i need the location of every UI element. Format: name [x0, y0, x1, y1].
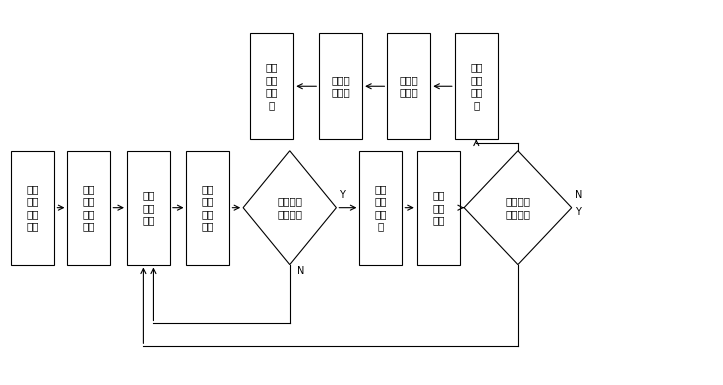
- Text: 分及
析影
响原
因: 分及 析影 响原 因: [375, 184, 387, 231]
- Polygon shape: [464, 151, 572, 264]
- Bar: [388, 33, 430, 139]
- Text: 采措
用施
纠偏: 采措 用施 纠偏: [432, 190, 445, 225]
- Text: 采措施
取纠偏: 采措施 取纠偏: [400, 75, 418, 97]
- Bar: [12, 151, 54, 264]
- Polygon shape: [243, 151, 336, 264]
- Text: Y: Y: [575, 207, 581, 217]
- Bar: [127, 151, 170, 264]
- Text: N: N: [575, 190, 582, 200]
- Text: 进检
度查
记比
录较: 进检 度查 记比 录较: [202, 184, 214, 231]
- Bar: [416, 151, 460, 264]
- Text: 调目标
整阶段: 调目标 整阶段: [331, 75, 350, 97]
- Text: 进实
度施
计划: 进实 度施 计划: [142, 190, 155, 225]
- Text: N: N: [297, 266, 304, 276]
- Bar: [319, 33, 362, 139]
- Text: 施进
工度
项目
目标: 施进 工度 项目 目标: [27, 184, 39, 231]
- Text: 施进
工度
项目
计划: 施进 工度 项目 计划: [82, 184, 95, 231]
- Bar: [359, 151, 403, 264]
- Text: Y: Y: [339, 190, 345, 200]
- Bar: [187, 151, 229, 264]
- Text: 能否按原
计划实施: 能否按原 计划实施: [505, 196, 531, 219]
- Text: 是否出现
进度偏差: 是否出现 进度偏差: [277, 196, 302, 219]
- Bar: [455, 33, 498, 139]
- Text: 确度
保目
总标
进: 确度 保目 总标 进: [265, 63, 278, 110]
- Bar: [67, 151, 111, 264]
- Text: 分及
析影
响原
因: 分及 析影 响原 因: [470, 63, 482, 110]
- Bar: [250, 33, 294, 139]
